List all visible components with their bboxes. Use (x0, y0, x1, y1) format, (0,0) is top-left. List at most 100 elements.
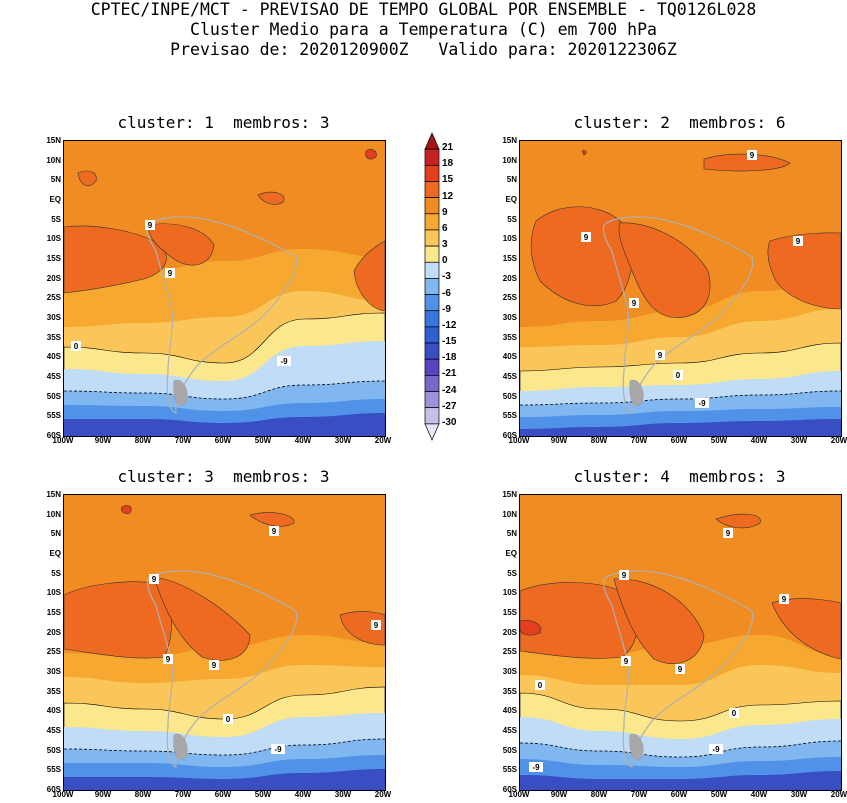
lon-tick-label: 30W (790, 790, 808, 799)
lon-tick-label: 30W (790, 436, 808, 445)
lon-tick-label: 30W (334, 436, 352, 445)
colorbar-tick-label: -9 (442, 303, 451, 315)
svg-text:0: 0 (74, 342, 79, 351)
colorbar-swatch (424, 294, 440, 312)
lat-tick-label: 5N (506, 175, 517, 185)
svg-text:9: 9 (584, 233, 589, 242)
continent-outline (602, 570, 754, 768)
colorbar-swatch (424, 423, 440, 441)
contour-label: 0 (535, 680, 545, 690)
temperature-field: 9 9 9 9 9 0 -9 (64, 495, 385, 790)
contour-label: 9 (723, 528, 733, 538)
lon-tick-label: 90W (550, 436, 568, 445)
contour-label: 9 (149, 574, 159, 584)
lon-tick-label: 60W (214, 436, 232, 445)
lat-tick-label: 5N (50, 175, 61, 185)
panel-title-1: cluster: 1 membros: 3 (117, 113, 330, 132)
lat-tick-label: 20S (46, 273, 61, 283)
colorbar-swatch (424, 278, 440, 295)
contour-label: 9 (145, 220, 155, 230)
contour-label: 9 (747, 150, 757, 160)
colorbar-swatch (424, 181, 440, 198)
lat-tick-label: 40S (46, 352, 61, 362)
contour-label: 9 (779, 594, 789, 604)
contour-label: 9 (371, 620, 381, 630)
colorbar-swatch (424, 229, 440, 247)
lon-tick-label: 50W (710, 436, 728, 445)
lat-tick-label: 45S (46, 726, 61, 735)
lat-tick-label: 35S (502, 332, 517, 342)
lat-tick-label: 30S (46, 313, 61, 322)
svg-text:-9: -9 (532, 763, 540, 772)
colorbar-tick-label: -18 (442, 352, 457, 364)
contour-label: 9 (629, 298, 639, 308)
lon-tick-label: 20W (830, 790, 847, 799)
colorbar-tick-label: -21 (442, 368, 457, 380)
svg-text:-9: -9 (698, 399, 706, 408)
lon-tick-label: 60W (670, 790, 688, 799)
lat-tick-label: 20S (46, 627, 61, 637)
lon-tick-label: 90W (94, 790, 112, 799)
lon-tick-label: 90W (550, 790, 568, 799)
svg-text:0: 0 (538, 681, 543, 690)
colorbar-tick-label: -3 (442, 271, 451, 283)
colorbar-tick-label: 9 (442, 206, 448, 218)
panel-title-2: cluster: 2 membros: 6 (573, 113, 786, 132)
lat-tick-label: 50S (46, 745, 61, 755)
lat-tick-label: 60S (502, 785, 517, 794)
colorbar-tick-label: 12 (442, 190, 454, 202)
colorbar-swatch (424, 407, 440, 425)
colorbar-tick-label: 15 (442, 174, 454, 186)
colorbar-tick-label: 18 (442, 158, 454, 170)
lat-tick-label: 5S (507, 568, 517, 578)
map-panel-4: 9 9 9 9 9 0 0 -9 -9 (519, 494, 842, 791)
contour-label: 9 (165, 268, 175, 278)
lat-tick-label: 25S (502, 293, 517, 303)
svg-text:9: 9 (632, 299, 637, 308)
contour-label: 0 (71, 341, 81, 351)
svg-text:0: 0 (732, 709, 737, 718)
temperature-field: 9 9 9 9 9 0 -9 (520, 141, 841, 436)
lat-tick-label: 55S (502, 411, 517, 421)
colorbar-swatch (424, 245, 440, 263)
svg-text:9: 9 (782, 595, 787, 604)
lat-tick-label: 50S (502, 391, 517, 401)
svg-text:-9: -9 (280, 357, 288, 366)
colorbar-tick-label: -15 (442, 336, 457, 348)
lat-tick-label: 35S (502, 686, 517, 696)
colorbar-swatch (424, 164, 440, 182)
svg-text:9: 9 (272, 527, 277, 536)
lat-tick-label: 30S (502, 313, 517, 322)
colorbar-tick-label: -27 (442, 400, 457, 412)
lat-tick-label: 50S (502, 745, 517, 755)
lat-tick-label: 15N (502, 136, 517, 145)
lat-tick-label: 25S (46, 293, 61, 303)
lat-tick-label: 10S (46, 588, 61, 598)
lat-tick-label: 45S (502, 726, 517, 735)
lat-tick-label: 20S (502, 273, 517, 283)
contour-label: 9 (621, 656, 631, 666)
temperature-field: 9 9 9 9 9 0 0 -9 -9 (520, 495, 841, 790)
lat-tick-label: 25S (46, 647, 61, 657)
lat-tick-label: 10N (502, 509, 517, 519)
colorbar-tick-label: 0 (442, 255, 448, 267)
lon-tick-label: 40W (294, 436, 312, 445)
contour-label: 9 (209, 660, 219, 670)
svg-text:9: 9 (796, 237, 801, 246)
svg-text:9: 9 (212, 661, 217, 670)
lat-tick-label: 10N (46, 509, 61, 519)
continent-outline (602, 216, 754, 414)
colorbar-swatch (424, 342, 440, 360)
colorbar-swatch (424, 132, 440, 150)
lat-tick-label: 60S (46, 785, 61, 794)
colorbar-tick-label: -12 (442, 319, 457, 331)
contour-label: -9 (529, 762, 543, 772)
svg-text:0: 0 (226, 715, 231, 724)
colorbar-tick-label: -24 (442, 384, 457, 396)
lat-tick-label: 60S (502, 431, 517, 440)
panel-title-3: cluster: 3 membros: 3 (117, 467, 330, 486)
lat-tick-label: 15N (502, 490, 517, 499)
lat-tick-label: 55S (502, 765, 517, 775)
lon-tick-label: 70W (630, 790, 648, 799)
svg-text:9: 9 (166, 655, 171, 664)
